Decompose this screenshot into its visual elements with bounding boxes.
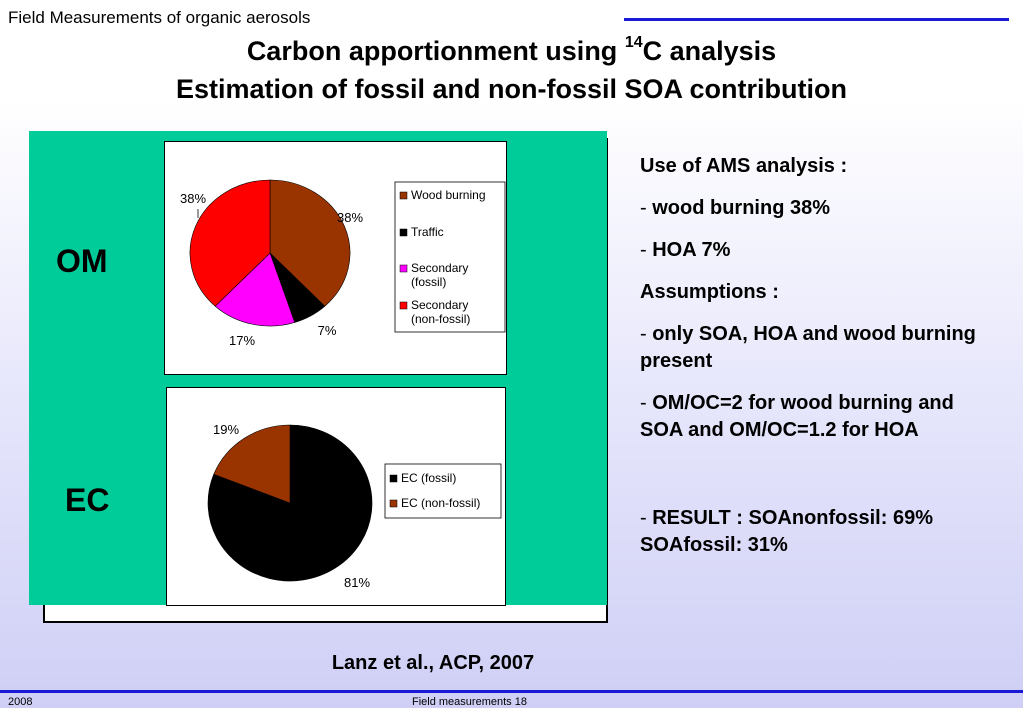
legend-swatch xyxy=(399,264,408,273)
legend-swatch xyxy=(399,191,408,200)
bullet-dash: - xyxy=(640,239,653,261)
bullet-dash: - xyxy=(640,197,653,219)
legend-swatch xyxy=(399,301,408,310)
data-label: 7% xyxy=(318,323,337,338)
slide-title-line1: Carbon apportionment using 14C analysis xyxy=(0,34,1023,67)
footer-year: 2008 xyxy=(8,696,33,708)
notes-item-result-text: RESULT : SOAnonfossil: 69% SOAfossil: 31… xyxy=(640,507,933,556)
legend-box xyxy=(384,463,502,519)
footer-slide-number: Field measurements 18 xyxy=(412,696,527,708)
notes-spacer xyxy=(640,459,990,505)
legend-entry: (non-fossil) xyxy=(411,312,470,326)
footer-rule xyxy=(0,690,1023,693)
header-label: Field Measurements of organic aerosols xyxy=(8,8,311,27)
ec-pie-chart: 81% 19% EC (fossil) EC (non-fossil) xyxy=(166,387,506,606)
citation: Lanz et al., ACP, 2007 xyxy=(331,652,535,674)
notes-item-wood: - wood burning 38% xyxy=(640,195,990,222)
legend-entry: Traffic xyxy=(411,225,444,239)
ec-pie-svg: 81% 19% EC (fossil) EC (non-fossil) xyxy=(207,422,502,590)
header-rule xyxy=(624,18,1009,21)
legend-swatch xyxy=(399,228,408,237)
slide-title-line2: Estimation of fossil and non-fossil SOA … xyxy=(176,74,847,104)
ec-label: EC xyxy=(65,482,110,518)
legend-swatch xyxy=(389,474,398,483)
notes-item-present: - only SOA, HOA and wood burning present xyxy=(640,321,990,375)
pie-slice-ec-fossil- xyxy=(207,424,373,582)
notes-item-hoa: - HOA 7% xyxy=(640,237,990,264)
title-superscript: 14 xyxy=(624,34,643,51)
data-label: 38% xyxy=(180,191,206,206)
legend-entry: EC (non-fossil) xyxy=(401,496,480,510)
notes-column: Use of AMS analysis : - wood burning 38%… xyxy=(640,153,990,574)
bullet-dash: - xyxy=(640,507,653,529)
notes-item-present-text: only SOA, HOA and wood burning present xyxy=(640,323,976,372)
title-suffix: C analysis xyxy=(642,36,777,66)
notes-item-result: - RESULT : SOAnonfossil: 69% SOAfossil: … xyxy=(640,505,990,559)
pie-slice-wood-burning xyxy=(269,179,351,307)
bullet-dash: - xyxy=(640,323,653,345)
legend-entry: Secondary xyxy=(411,298,468,312)
pie-slice-secondary-fossil- xyxy=(214,252,296,327)
legend-swatch xyxy=(389,499,398,508)
title-prefix: Carbon apportionment using xyxy=(246,36,625,66)
data-label: 81% xyxy=(344,575,370,590)
legend-entry: Secondary xyxy=(411,261,468,275)
data-label: 38% xyxy=(337,210,363,225)
notes-heading-ams: Use of AMS analysis : xyxy=(640,155,848,177)
om-pie-svg: 38%7%17%38% Wood burningTrafficSecondary(… xyxy=(180,179,506,348)
data-label: 19% xyxy=(213,422,239,437)
om-label: OM xyxy=(56,243,108,279)
notes-heading-assumptions: Assumptions : xyxy=(640,281,779,303)
bullet-dash: - xyxy=(640,392,653,414)
legend-entry: EC (fossil) xyxy=(401,471,456,485)
data-label: 17% xyxy=(229,333,255,348)
notes-item-omoc-text: OM/OC=2 for wood burning and SOA and OM/… xyxy=(640,392,954,441)
notes-item-wood-text: wood burning 38% xyxy=(652,197,830,219)
om-pie-chart: 38% 7% 17% 38% Wood burning Traffic Secondary(… xyxy=(164,141,507,375)
legend-entry: (fossil) xyxy=(411,275,446,289)
pie-slice-ec-non-fossil- xyxy=(213,424,291,504)
legend-box xyxy=(394,181,506,333)
notes-item-hoa-text: HOA 7% xyxy=(652,239,731,261)
legend-entry: Wood burning xyxy=(411,188,486,202)
pie-slice-secondary-non-fossil- xyxy=(189,179,271,307)
notes-item-omoc: - OM/OC=2 for wood burning and SOA and O… xyxy=(640,390,990,444)
